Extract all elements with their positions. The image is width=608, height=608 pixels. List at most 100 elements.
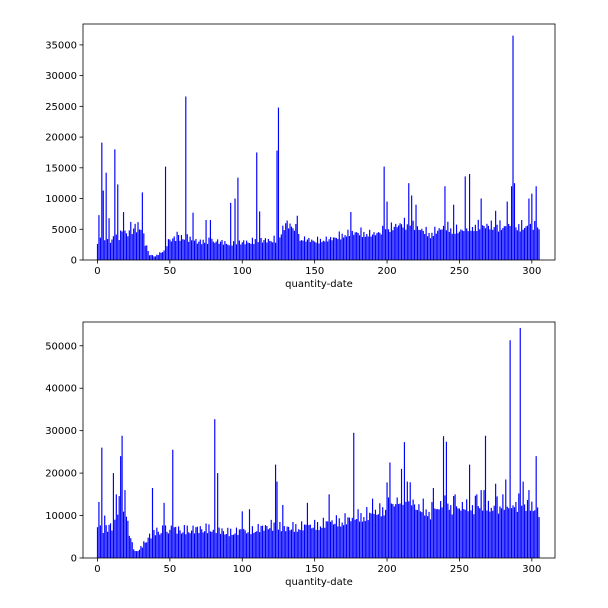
bar [341,522,343,558]
bar [314,519,316,558]
bar [476,494,478,558]
bar [385,509,387,558]
bar [521,219,523,260]
bar [205,220,207,260]
bar [205,523,207,558]
bar [201,244,203,260]
bar [149,533,151,558]
bar [202,239,204,260]
bar [309,524,311,558]
bar [308,525,310,558]
bar [405,501,407,558]
y-tick-label: 20000 [45,133,77,144]
bar [376,514,378,558]
bar [444,495,446,558]
bar [528,198,530,260]
bar [233,241,235,260]
bar [293,230,295,260]
bar [370,236,372,260]
bar [406,224,408,260]
x-tick-label: 50 [164,266,177,277]
bar [442,436,445,558]
bar [431,232,433,260]
bar [418,504,420,558]
x-tick-label: 200 [378,564,397,575]
bar [272,242,274,260]
bar [121,435,123,558]
bar [199,526,201,558]
bar [526,499,529,558]
bar [469,464,471,558]
bar [121,231,123,260]
bar [409,225,411,260]
bar [345,236,348,260]
bar [476,231,478,260]
bar [109,242,112,260]
bar [376,233,378,260]
bar [428,232,430,260]
bar [147,250,149,260]
bar [448,231,450,260]
bar [273,235,275,260]
bar [133,549,135,558]
bar [219,533,222,558]
bar [118,240,120,260]
bar [233,534,235,558]
bar [419,511,421,558]
bar [169,529,171,558]
bar [325,521,327,558]
bar [96,527,99,558]
bar [418,229,420,260]
bar [160,252,162,260]
bar [221,528,223,558]
bar [101,142,103,260]
bar [157,255,159,260]
bar [324,527,326,558]
bar [180,533,183,558]
bar [484,435,487,558]
bar [425,226,427,260]
y-tick-label: 10000 [45,511,77,522]
bar [122,212,125,260]
bar [253,533,255,558]
bar [269,528,271,558]
bar [107,239,109,260]
bar [319,526,322,558]
bar [159,252,161,260]
x-axis-label: quantity-date [285,279,353,290]
bar [120,456,122,558]
bar [509,340,511,558]
bar [444,186,446,260]
bar [298,234,300,260]
bar [505,479,507,558]
bar [254,531,256,558]
bar [173,527,175,558]
bar [305,241,307,260]
bar [289,530,291,558]
bar [273,522,275,558]
bar [234,533,236,558]
bar [301,521,303,558]
bar [482,510,484,558]
bar [319,238,322,260]
bar [112,473,114,558]
bar [243,240,245,260]
bar [140,546,142,558]
bar [288,228,290,260]
bar [411,195,413,260]
bar [104,515,106,558]
bar [510,508,513,558]
bar [437,230,439,260]
bar [331,240,333,260]
bar [509,225,511,260]
bar [222,244,225,260]
bar [383,166,385,260]
bar [367,236,369,260]
bar [246,533,248,558]
bar [513,507,516,558]
bar [434,508,436,558]
bar [311,239,313,260]
bar [264,525,267,558]
bar [526,225,529,260]
bar [370,513,372,558]
